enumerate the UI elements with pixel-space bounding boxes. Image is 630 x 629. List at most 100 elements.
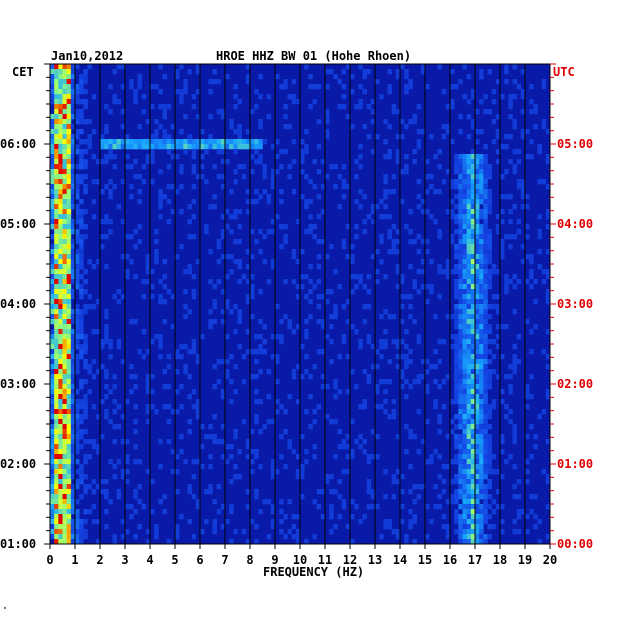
spectral-cell xyxy=(337,79,342,85)
spectral-cell xyxy=(350,244,355,250)
spectral-cell xyxy=(70,434,76,440)
spectral-cell xyxy=(150,179,155,185)
spectral-cell xyxy=(183,314,188,320)
spectral-cell xyxy=(83,489,88,495)
spectral-cell xyxy=(104,264,109,270)
spectral-cell xyxy=(475,189,480,195)
spectral-cell xyxy=(470,314,476,320)
spectral-cell xyxy=(70,124,76,130)
spectral-cell xyxy=(450,344,455,350)
spectral-cell xyxy=(516,334,522,340)
spectral-cell xyxy=(91,179,97,185)
spectral-cell xyxy=(466,434,472,440)
spectral-cell xyxy=(325,119,330,125)
spectral-cell xyxy=(229,139,234,145)
spectral-cell xyxy=(50,219,55,225)
spectral-cell xyxy=(520,184,526,190)
spectral-cell xyxy=(54,464,59,470)
spectral-cell xyxy=(345,434,351,440)
spectral-cell xyxy=(458,439,463,445)
spectral-cell xyxy=(470,509,476,515)
spectral-cell xyxy=(333,184,338,190)
spectral-cell xyxy=(462,409,467,415)
spectral-cell xyxy=(470,474,476,480)
spectral-cell xyxy=(75,534,80,540)
spectral-cell xyxy=(100,434,105,440)
spectral-cell xyxy=(79,209,84,215)
spectral-cell xyxy=(54,259,59,265)
spectral-cell xyxy=(75,339,80,345)
spectral-cell xyxy=(479,369,484,375)
spectral-cell xyxy=(66,504,72,510)
spectral-cell xyxy=(470,529,476,535)
spectral-cell xyxy=(300,434,305,440)
spectral-cell xyxy=(341,304,347,310)
spectral-cell xyxy=(420,64,426,70)
spectral-cell xyxy=(62,424,67,430)
spectral-cell xyxy=(58,379,63,385)
x-tick-label: 17 xyxy=(468,553,482,567)
spectral-cell xyxy=(304,274,309,280)
spectral-cell xyxy=(466,274,472,280)
spectral-cell xyxy=(225,369,230,375)
spectral-cell xyxy=(170,469,176,475)
spectral-cell xyxy=(54,154,59,160)
spectral-cell xyxy=(512,424,517,430)
spectral-cell xyxy=(391,239,397,245)
spectral-cell xyxy=(62,524,67,530)
spectral-cell xyxy=(66,404,72,410)
spectral-cell xyxy=(387,229,392,235)
spectral-cell xyxy=(483,284,488,290)
spectral-cell xyxy=(245,454,251,460)
spectral-cell xyxy=(495,374,501,380)
spectral-cell xyxy=(66,429,72,435)
spectral-cell xyxy=(120,254,126,260)
spectral-cell xyxy=(54,329,59,335)
spectral-cell xyxy=(83,74,88,80)
spectral-cell xyxy=(83,534,88,540)
spectral-cell xyxy=(525,234,530,240)
spectral-cell xyxy=(183,79,188,85)
spectral-cell xyxy=(525,529,530,535)
spectral-cell xyxy=(304,64,309,70)
spectral-cell xyxy=(470,204,476,210)
spectral-cell xyxy=(133,159,138,165)
spectral-cell xyxy=(458,234,463,240)
spectral-cell xyxy=(512,164,517,170)
spectral-cell xyxy=(54,184,59,190)
spectral-cell xyxy=(145,119,151,125)
spectral-cell xyxy=(158,334,163,340)
spectral-cell xyxy=(237,164,242,170)
spectral-cell xyxy=(150,389,155,395)
spectral-cell xyxy=(470,284,476,290)
spectral-cell xyxy=(104,409,109,415)
spectral-cell xyxy=(441,524,447,530)
spectral-cell xyxy=(458,299,463,305)
spectral-cell xyxy=(129,364,134,370)
spectral-cell xyxy=(212,499,217,505)
spectral-cell xyxy=(83,409,88,415)
spectral-cell xyxy=(208,79,213,85)
spectral-cell xyxy=(70,194,76,200)
spectral-cell xyxy=(466,294,472,300)
spectral-cell xyxy=(433,449,438,455)
spectral-cell xyxy=(408,294,413,300)
spectral-cell xyxy=(325,414,330,420)
spectral-cell xyxy=(279,319,284,325)
x-tick-label: 5 xyxy=(171,553,178,567)
spectral-cell xyxy=(108,84,113,90)
spectral-cell xyxy=(108,194,113,200)
spectral-cell xyxy=(475,254,480,260)
spectral-cell xyxy=(470,234,476,240)
spectral-cell xyxy=(266,419,272,425)
spectral-cell xyxy=(91,129,97,135)
spectral-cell xyxy=(66,509,72,515)
spectral-cell xyxy=(183,139,188,145)
spectral-cell xyxy=(104,234,109,240)
spectral-cell xyxy=(545,389,551,395)
spectral-cell xyxy=(470,304,476,310)
spectral-cell xyxy=(50,449,55,455)
spectral-cell xyxy=(350,254,355,260)
spectral-cell xyxy=(479,489,484,495)
spectral-cell xyxy=(350,539,355,545)
